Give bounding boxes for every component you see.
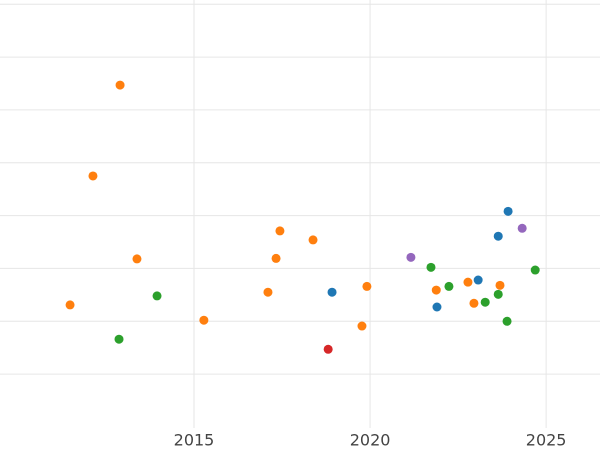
x-tick-label: 2015 (174, 431, 215, 450)
point (431, 285, 441, 295)
x-tick-label: 2025 (526, 431, 567, 450)
point (502, 316, 512, 326)
point (132, 254, 142, 264)
point (517, 223, 527, 233)
point (323, 344, 333, 354)
point (530, 265, 540, 275)
point (263, 287, 273, 297)
x-tick-label: 2020 (350, 431, 391, 450)
point (65, 300, 75, 310)
point (114, 334, 124, 344)
point (463, 277, 473, 287)
point (469, 298, 479, 308)
point (473, 275, 483, 285)
point (362, 281, 372, 291)
point (115, 80, 125, 90)
point (152, 291, 162, 301)
point (495, 280, 505, 290)
point (493, 231, 503, 241)
point (444, 281, 454, 291)
point (327, 287, 337, 297)
point (406, 252, 416, 262)
point (275, 226, 285, 236)
point (88, 171, 98, 181)
point (480, 297, 490, 307)
point (432, 302, 442, 312)
point (426, 262, 436, 272)
point (503, 206, 513, 216)
point (493, 289, 503, 299)
point (271, 253, 281, 263)
point (199, 315, 209, 325)
point (308, 235, 318, 245)
point (357, 321, 367, 331)
